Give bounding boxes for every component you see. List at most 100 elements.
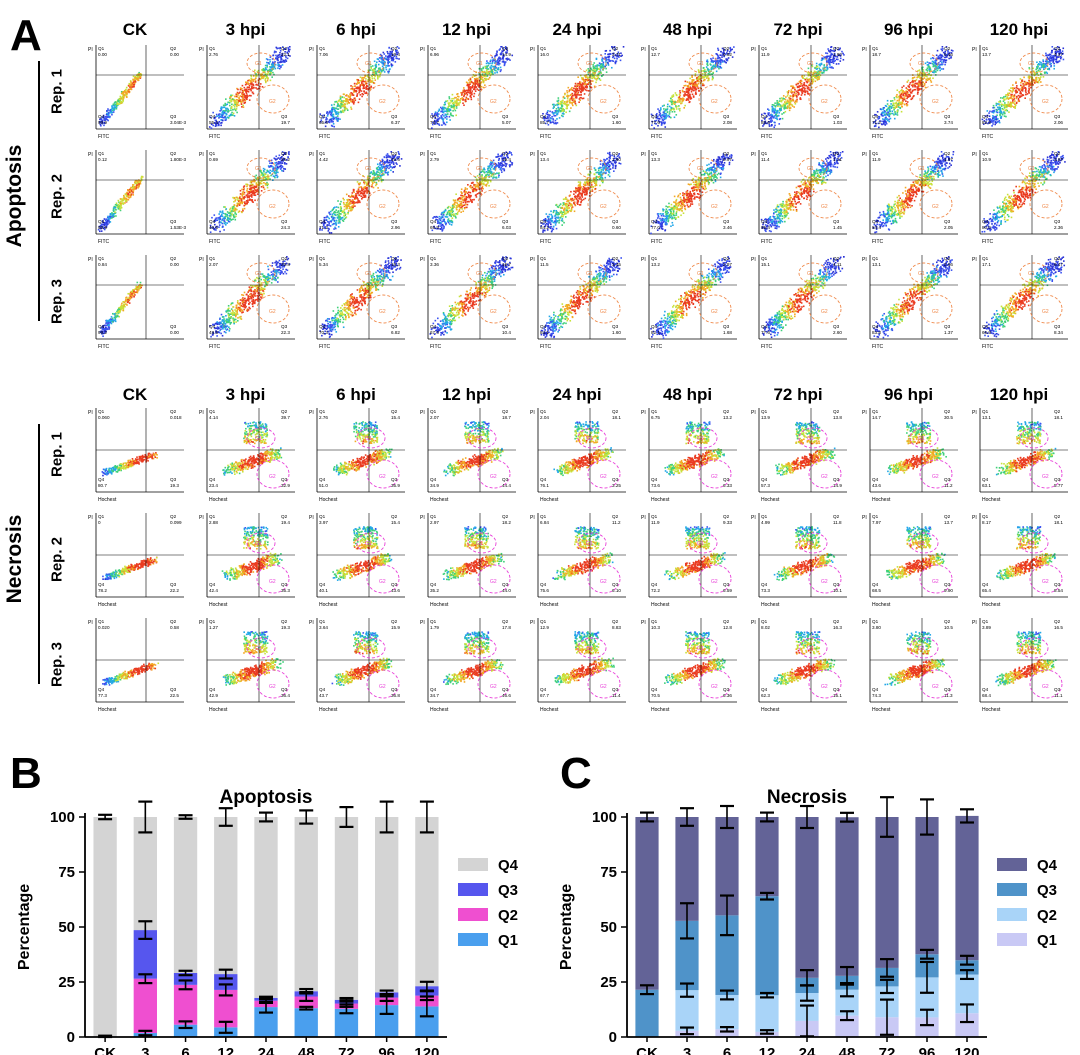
flow-event-dot <box>262 181 265 184</box>
flow-event-dot <box>809 83 811 85</box>
flow-event-dot <box>932 61 935 64</box>
flow-event-dot <box>358 91 361 93</box>
flow-event-dot <box>574 94 576 97</box>
flow-event-dot <box>695 83 698 86</box>
flow-event-dot <box>791 105 794 107</box>
flow-event-dot <box>485 73 488 75</box>
quadrant-name: Q1 <box>651 46 658 51</box>
flow-event-dot <box>134 185 137 188</box>
flow-event-dot <box>692 82 694 85</box>
flow-event-dot <box>791 91 793 94</box>
flow-event-dot <box>335 113 338 116</box>
flow-event-dot <box>138 71 140 74</box>
flow-event-dot <box>138 75 141 77</box>
flow-event-dot <box>327 121 330 123</box>
flow-event-dot <box>225 222 228 224</box>
flow-event-dot <box>657 109 660 112</box>
flow-event-dot <box>826 61 828 63</box>
flow-event-dot <box>370 80 373 82</box>
flow-event-dot <box>129 87 132 90</box>
flow-event-dot <box>258 77 260 80</box>
flow-event-dot <box>373 70 375 73</box>
flow-event-dot <box>779 109 781 112</box>
flow-event-dot <box>214 123 217 126</box>
flow-event-dot <box>805 84 808 87</box>
flow-event-dot <box>552 112 555 115</box>
flow-event-dot <box>1013 96 1015 98</box>
flow-event-dot <box>1051 49 1054 52</box>
flow-event-dot <box>579 83 582 86</box>
flow-event-dot <box>241 89 243 92</box>
quadrant-value: 7.06 <box>319 52 328 57</box>
quadrant-value: 6.96 <box>430 52 439 57</box>
flow-event-dot <box>575 94 578 96</box>
flow-event-dot <box>1055 54 1057 57</box>
flow-event-dot <box>1051 56 1054 59</box>
flow-event-dot <box>235 102 238 105</box>
flow-event-dot <box>700 77 703 79</box>
flow-event-dot <box>252 75 255 77</box>
flow-event-dot <box>874 119 877 122</box>
flow-event-dot <box>264 77 266 80</box>
flow-event-dot <box>1027 82 1029 85</box>
flow-event-dot <box>782 97 784 100</box>
flow-event-dot <box>761 113 763 116</box>
flow-event-dot <box>550 117 553 120</box>
flow-event-dot <box>911 81 914 83</box>
flow-event-dot <box>924 86 926 89</box>
flow-event-dot <box>395 55 398 58</box>
flow-event-dot <box>829 60 832 63</box>
flow-event-dot <box>543 116 545 118</box>
quadrant-name: Q3 <box>502 114 509 119</box>
flow-event-dot <box>886 99 888 102</box>
flow-event-dot <box>261 75 263 78</box>
quadrant-value: 82.2 <box>982 120 991 125</box>
flow-event-dot <box>276 64 279 67</box>
flow-event-dot <box>495 51 498 54</box>
quadrant-value: 65.6 <box>319 120 328 125</box>
flow-event-dot <box>496 59 499 62</box>
flow-event-dot <box>132 194 135 196</box>
flow-event-dot <box>281 64 283 66</box>
flow-event-dot <box>510 54 513 57</box>
flow-event-dot <box>811 82 814 84</box>
flow-event-dot <box>770 125 773 127</box>
flow-event-dot <box>591 77 593 80</box>
flow-event-dot <box>222 219 225 222</box>
flow-event-dot <box>391 64 394 67</box>
flow-event-dot <box>816 72 818 75</box>
flow-event-dot <box>285 60 287 62</box>
flow-event-dot <box>495 54 498 57</box>
flow-event-dot <box>348 98 350 101</box>
flow-event-dot <box>770 120 772 122</box>
flow-event-dot <box>320 119 323 121</box>
flow-event-dot <box>656 124 659 127</box>
flow-event-dot <box>1028 68 1031 70</box>
column-header-apoptosis-4: 24 hpi <box>522 20 632 40</box>
quadrant-name: Q1 <box>319 46 326 51</box>
flow-event-dot <box>568 95 570 97</box>
flow-event-dot <box>384 61 387 64</box>
flow-event-dot <box>662 111 664 114</box>
flow-event-dot <box>805 80 808 83</box>
flow-event-dot <box>1017 100 1020 103</box>
flow-event-dot <box>284 48 286 50</box>
flow-event-dot <box>452 102 454 104</box>
flow-event-dot <box>474 78 477 81</box>
flow-event-dot <box>287 50 290 53</box>
flow-event-dot <box>253 69 256 72</box>
flow-event-dot <box>280 61 282 63</box>
flow-event-dot <box>680 100 683 102</box>
flow-event-dot <box>916 73 919 75</box>
flow-event-dot <box>678 109 681 112</box>
gate-g1-label: G1 <box>586 61 593 67</box>
flow-event-dot <box>767 113 770 116</box>
flow-event-dot <box>215 122 218 125</box>
flow-event-dot <box>733 51 735 54</box>
flow-event-dot <box>242 106 244 109</box>
flow-event-dot <box>575 85 577 88</box>
flow-event-dot <box>587 79 590 82</box>
flow-event-dot <box>110 112 113 114</box>
flow-event-dot <box>132 188 135 191</box>
flow-event-dot <box>899 103 901 106</box>
